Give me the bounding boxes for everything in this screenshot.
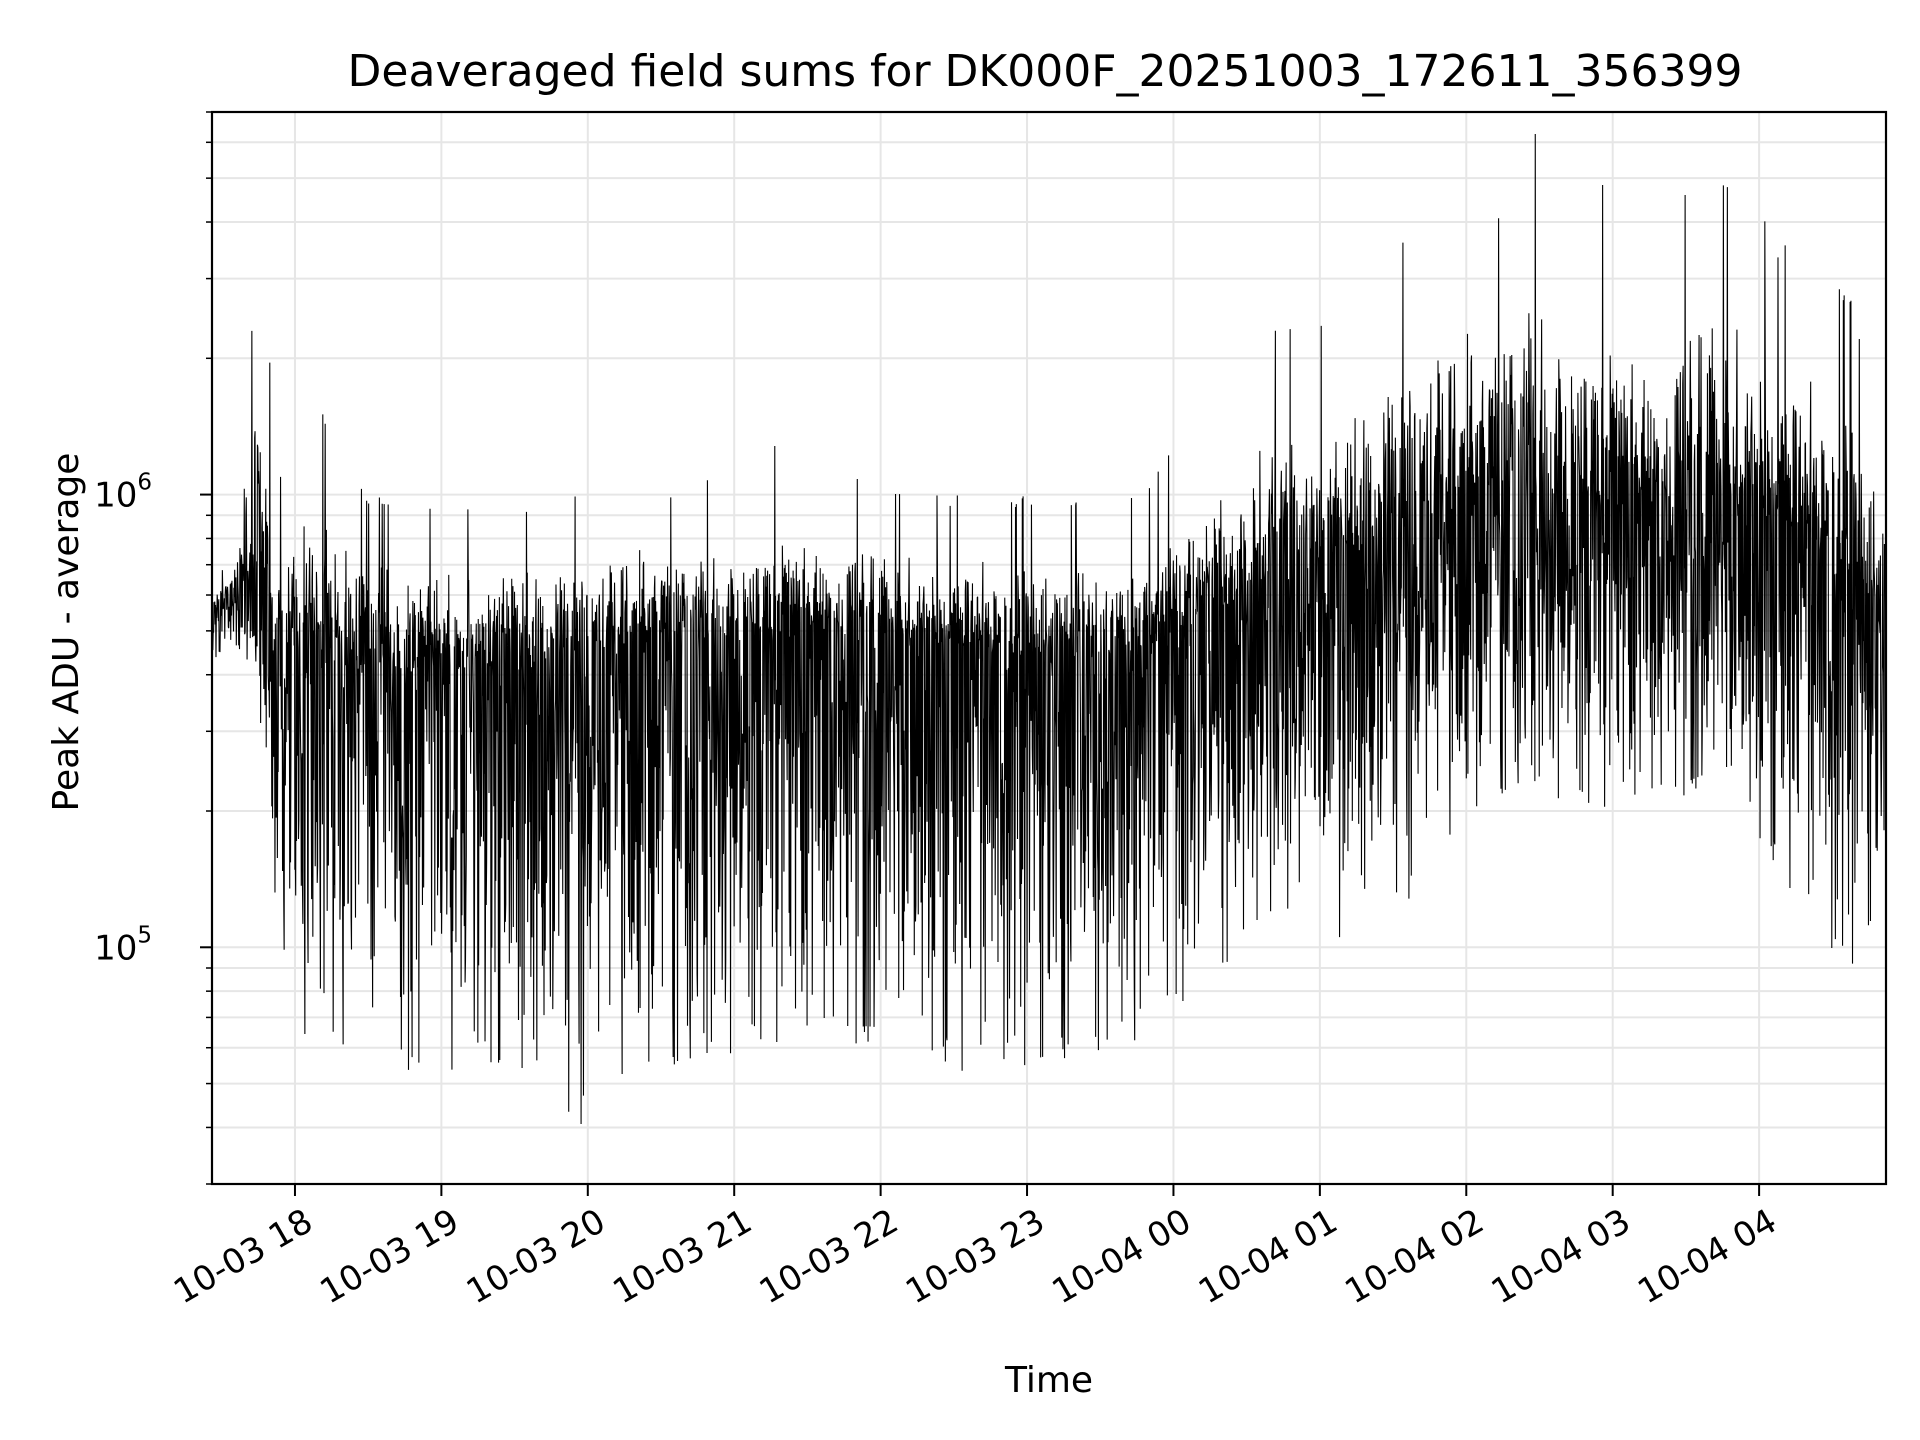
y-tick-base: 10 [94,476,137,516]
y-tick-label: 105 [94,922,152,968]
data-layer [212,134,1886,1125]
chart-title: Deaveraged field sums for DK000F_2025100… [348,46,1743,97]
plot-frame [210,110,1888,1186]
y-axis-label: Peak ADU - average [46,453,87,812]
x-axis-label: Time [1004,1360,1093,1401]
y-tick-label: 106 [94,470,152,516]
series-line [212,134,1886,1125]
y-tick-base: 10 [94,928,137,968]
y-tick-exponent: 5 [137,922,152,948]
y-tick-exponent: 6 [137,470,152,496]
